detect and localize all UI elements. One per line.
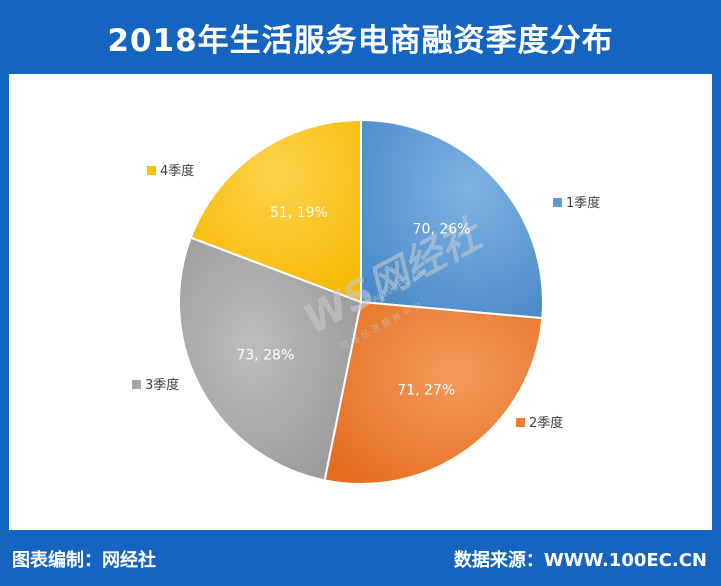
pie-slice-3: [178, 236, 363, 482]
page-title: 2018年生活服务电商融资季度分布: [107, 22, 614, 59]
pie-slice-4: [189, 118, 362, 304]
legend-label-4: 4季度: [160, 163, 194, 179]
legend-label-2: 2季度: [529, 415, 563, 431]
pie-slice-2: [323, 300, 544, 485]
legend-label-3: 3季度: [145, 377, 179, 393]
header-banner: 2018年生活服务电商融资季度分布: [0, 0, 721, 74]
pie-slice-1: [360, 118, 544, 320]
footer-source: 数据来源：WWW.100EC.CN: [453, 550, 707, 571]
data-label-3: 73, 28%: [236, 348, 294, 364]
legend-swatch-1: [553, 198, 562, 207]
footer-credit: 图表编制：网经社: [12, 550, 156, 571]
legend-swatch-4: [147, 166, 156, 175]
data-label-2: 71, 27%: [397, 383, 455, 399]
data-label-1: 70, 26%: [413, 221, 471, 237]
legend-label-1: 1季度: [566, 195, 600, 211]
data-label-4: 51, 19%: [270, 205, 328, 221]
legend-swatch-3: [132, 380, 141, 389]
footer-bar: 图表编制：网经社 数据来源：WWW.100EC.CN: [0, 530, 721, 586]
legend-swatch-2: [516, 418, 525, 427]
